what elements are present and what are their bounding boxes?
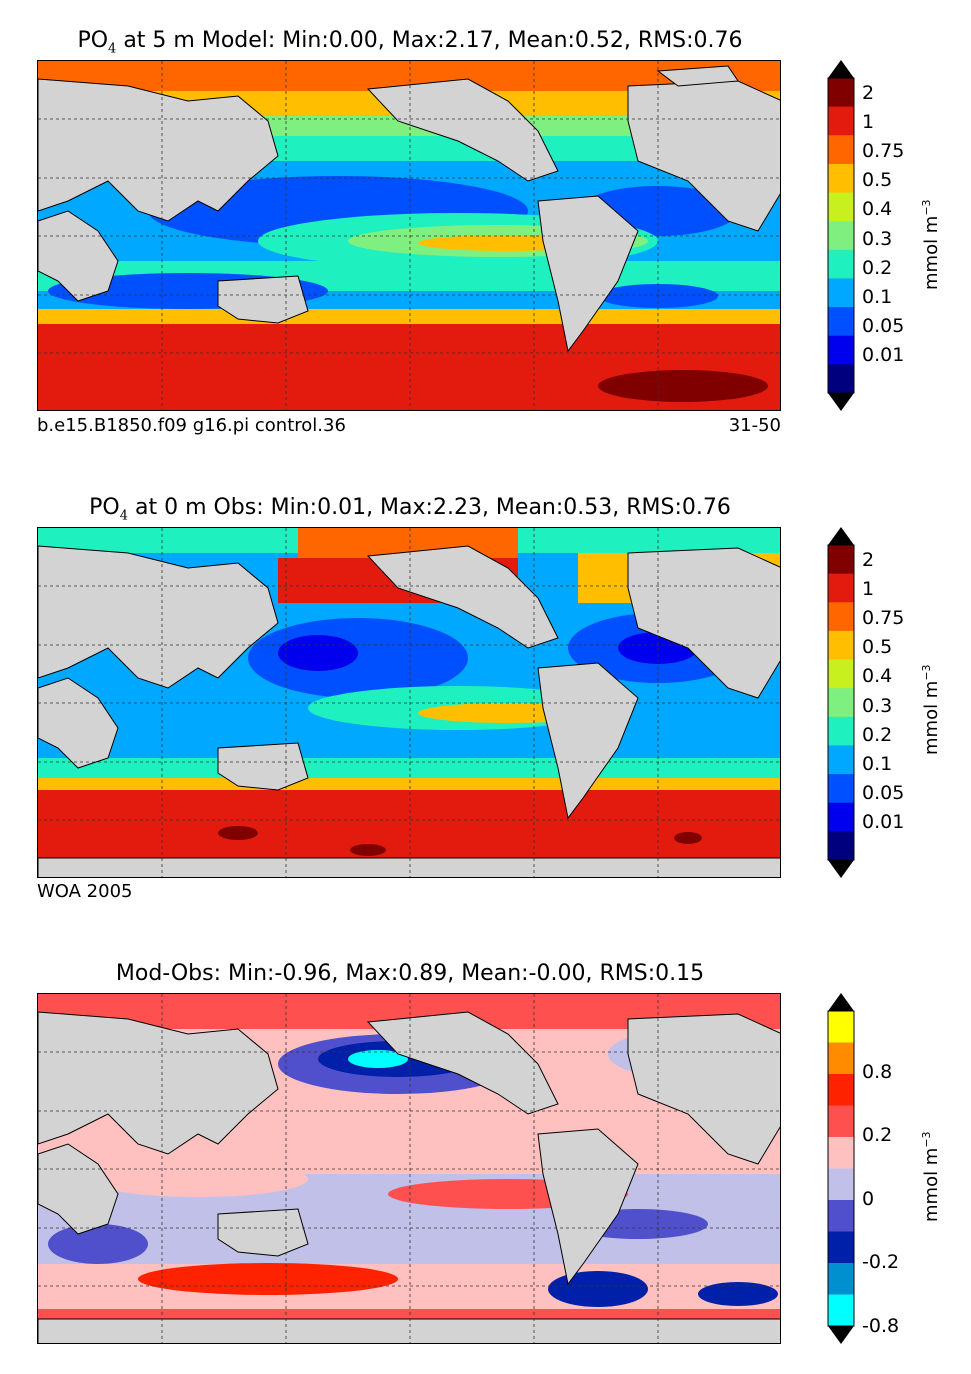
panel1-colorbar-tick-label: 0.75 [862, 140, 905, 162]
panel2-colorbar-tick-label: 0.05 [862, 782, 905, 805]
panel2-colorbar-tick-label: 1 [862, 577, 875, 600]
panel3-colorbar-swatches [827, 993, 855, 1344]
colorbar-swatch [828, 1137, 854, 1169]
panel1-colorbar-tick-label: 0.05 [862, 315, 905, 338]
colorbar-under-extension [828, 393, 854, 411]
panel1-map [37, 60, 781, 411]
colorbar-swatch [828, 364, 854, 394]
panel3-colorbar [827, 993, 855, 1344]
panel1-colorbar [827, 60, 855, 411]
colorbar-swatch [828, 630, 854, 661]
panel1-colorbar-tick-label: 0.4 [862, 198, 893, 221]
colorbar-over-extension [828, 993, 854, 1011]
panel2-colorbar-tick-label: 0.5 [862, 636, 893, 659]
colorbar-swatch [828, 1263, 854, 1295]
colorbar-swatch [828, 1294, 854, 1327]
colorbar-swatch [828, 135, 854, 165]
panel2-field [38, 528, 780, 877]
colorbar-swatch [828, 307, 854, 337]
panel3-map [37, 993, 781, 1344]
panel3-colorbar-tick-label: 0.2 [862, 1124, 893, 1147]
colorbar-over-extension [828, 60, 854, 78]
colorbar-swatch [828, 716, 854, 746]
colorbar-swatch [828, 1168, 854, 1201]
panel2-colorbar [827, 527, 855, 878]
panel2-colorbar-swatches [827, 527, 855, 878]
panel3-title: Mod-Obs: Min:-0.96, Max:0.89, Mean:-0.00… [115, 961, 705, 986]
colorbar-swatch [828, 163, 854, 194]
colorbar-swatch [828, 545, 854, 575]
colorbar-swatch [828, 192, 854, 222]
panel1-colorbar-unit: mmol m−3 [920, 199, 942, 290]
colorbar-swatch [828, 602, 854, 632]
colorbar-swatch [828, 831, 854, 861]
panel3-colorbar-tick-label: 0 [862, 1187, 875, 1210]
panel1-title: PO4 at 5 m Model: Min:0.00, Max:2.17, Me… [77, 28, 743, 57]
colorbar-swatch [828, 1200, 854, 1232]
colorbar-swatch [828, 1105, 854, 1138]
panel1-colorbar-tick-label: 0.1 [862, 286, 893, 308]
colorbar-swatch [828, 573, 854, 603]
colorbar-swatch [828, 745, 854, 775]
panel2-colorbar-tick-label: 0.2 [862, 723, 893, 746]
panel3-colorbar-unit: mmol m−3 [920, 1131, 942, 1222]
colorbar-swatch [828, 774, 854, 804]
panel1-colorbar-tick-label: 0.5 [862, 169, 893, 192]
colorbar-swatch [828, 249, 854, 279]
panel1-colorbar-tick-label: 0.01 [862, 344, 905, 367]
colorbar-swatch [828, 1074, 854, 1106]
panel3-colorbar-tick-label: 0.8 [862, 1060, 893, 1083]
colorbar-swatch [828, 78, 854, 108]
panel1-colorbar-tick-label: 2 [862, 81, 875, 104]
colorbar-under-extension [828, 1326, 854, 1344]
panel2-colorbar-tick-label: 0.75 [862, 607, 905, 629]
panel2-colorbar-tick-label: 0.4 [862, 665, 893, 688]
colorbar-swatch [828, 221, 854, 251]
panel1-field [38, 61, 780, 410]
panel2-title: PO4 at 0 m Obs: Min:0.01, Max:2.23, Mean… [89, 495, 731, 524]
panel3-field [38, 994, 780, 1343]
panel2-colorbar-tick-label: 0.3 [862, 694, 893, 717]
colorbar-swatch [828, 1042, 854, 1075]
panel2-source: WOA 2005 [37, 881, 133, 902]
panel1-colorbar-tick-label: 0.3 [862, 227, 893, 250]
panel1-colorbar-tick-label: 1 [862, 110, 875, 133]
panel3-colorbar-tick-label: -0.2 [862, 1251, 900, 1274]
colorbar-frame [827, 77, 855, 394]
colorbar-swatch [828, 659, 854, 689]
colorbar-frame [827, 1010, 855, 1327]
panel2-colorbar-tick-label: 0.1 [862, 753, 893, 775]
panel1-run-name: b.e15.B1850.f09 g16.pi control.36 [37, 415, 346, 436]
panel2-colorbar-tick-label: 0.01 [862, 811, 905, 834]
colorbar-swatch [828, 335, 854, 365]
panel2-map [37, 527, 781, 878]
colorbar-over-extension [828, 527, 854, 545]
colorbar-swatch [828, 106, 854, 136]
colorbar-swatch [828, 278, 854, 308]
colorbar-frame [827, 544, 855, 861]
panel1-years: 31-50 [728, 415, 781, 436]
panel2-colorbar-tick-label: 2 [862, 548, 875, 571]
colorbar-swatch [828, 688, 854, 718]
panel1-colorbar-tick-label: 0.2 [862, 256, 893, 279]
colorbar-swatch [828, 802, 854, 832]
panel3-colorbar-tick-label: -0.8 [862, 1314, 900, 1337]
colorbar-swatch [828, 1011, 854, 1043]
colorbar-swatch [828, 1231, 854, 1264]
panel2-colorbar-unit: mmol m−3 [920, 664, 942, 755]
colorbar-under-extension [828, 860, 854, 878]
panel1-colorbar-swatches [827, 60, 855, 411]
